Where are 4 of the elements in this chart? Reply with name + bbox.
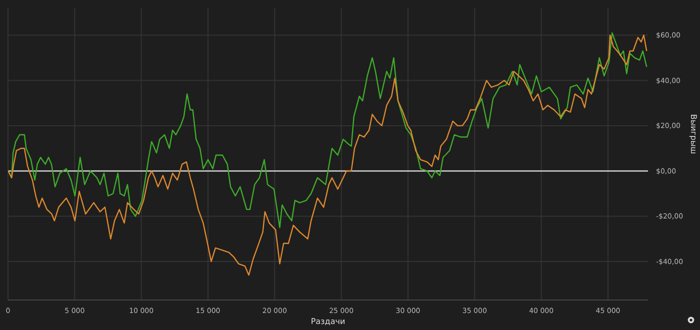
x-axis-title: Раздачи xyxy=(310,317,346,326)
line-series xyxy=(8,32,648,228)
line-series xyxy=(8,34,648,276)
y-axis-title: Выигрыш xyxy=(689,114,698,154)
